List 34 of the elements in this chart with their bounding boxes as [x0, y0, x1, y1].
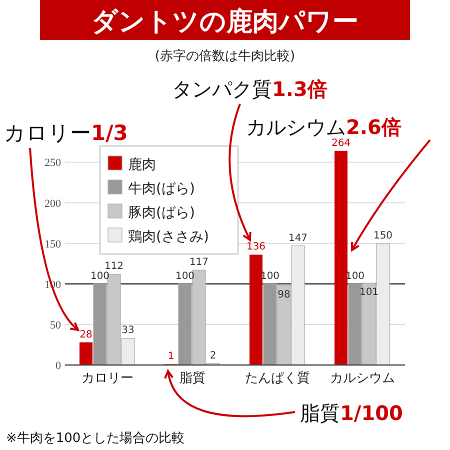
data-label: 100 — [175, 270, 195, 282]
legend-label: 鶏肉(ささみ) — [128, 229, 209, 245]
data-label: 147 — [288, 232, 308, 244]
data-label: 2 — [210, 350, 216, 362]
data-label: 150 — [373, 230, 393, 242]
x-tick-label: カルシウム — [330, 371, 395, 386]
y-tick-label: 0 — [56, 360, 62, 372]
text: カロリー1/3 — [4, 121, 128, 145]
x-tick-label: カロリー — [82, 371, 134, 386]
legend-label: 牛肉(ばら) — [128, 181, 195, 197]
data-label: 33 — [122, 325, 134, 336]
data-label: 264 — [331, 138, 351, 149]
x-tick-label: 脂質 — [180, 371, 206, 386]
legend-label: 鹿肉 — [128, 157, 156, 173]
y-tick-label: 200 — [44, 198, 62, 210]
x-tick-label: たんぱく質 — [245, 371, 310, 386]
y-tick-label: 50 — [50, 319, 62, 332]
data-label: 112 — [104, 261, 124, 272]
text: 脂質1/100 — [300, 401, 403, 425]
data-label: 1 — [168, 351, 174, 362]
y-tick-label: 150 — [44, 238, 62, 250]
text: カルシウム2.6倍 — [246, 115, 402, 139]
text: タンパク質1.3倍 — [172, 77, 328, 101]
data-label: 28 — [80, 329, 92, 340]
chart-title: ダントツの鹿肉パワー — [92, 7, 358, 37]
data-label: 100 — [90, 270, 110, 282]
chart-subtitle: (赤字の倍数は牛肉比較) — [154, 48, 296, 64]
text: ※牛肉を100とした場合の比較 — [6, 431, 185, 446]
data-label: 101 — [359, 287, 379, 298]
legend-label: 豚肉(ばら) — [128, 205, 195, 221]
data-label: 117 — [189, 257, 209, 268]
data-label: 98 — [278, 290, 290, 301]
y-tick-label: 250 — [44, 157, 62, 170]
data-label: 136 — [246, 242, 266, 253]
